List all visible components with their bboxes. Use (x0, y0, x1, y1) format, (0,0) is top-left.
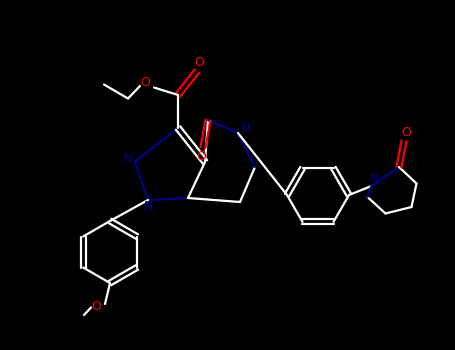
Text: N: N (124, 152, 133, 165)
Text: N: N (369, 173, 379, 186)
Text: O: O (91, 300, 101, 313)
Text: N: N (240, 121, 250, 134)
Text: O: O (401, 126, 411, 139)
Text: O: O (141, 76, 151, 89)
Text: O: O (196, 150, 206, 163)
Text: O: O (194, 56, 204, 69)
Text: N: N (143, 199, 153, 212)
